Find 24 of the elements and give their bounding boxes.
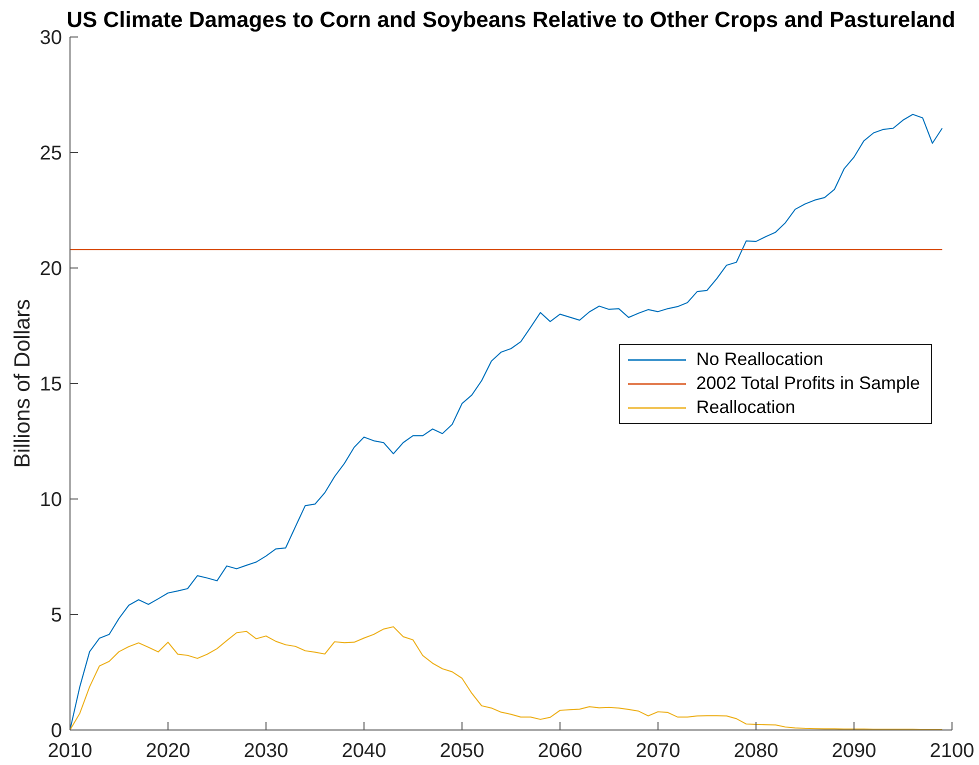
x-tick-label: 2030	[244, 740, 288, 762]
x-tick-label: 2010	[48, 740, 92, 762]
chart-title: US Climate Damages to Corn and Soybeans Relative to Other Crops and Pastureland	[66, 7, 956, 32]
y-tick-label: 0	[50, 720, 62, 742]
line-series	[70, 114, 943, 730]
y-tick-label: 10	[40, 489, 62, 511]
line-series	[70, 626, 943, 730]
y-tick-label: 30	[40, 27, 62, 49]
legend-label: No Reallocation	[696, 349, 824, 370]
y-tick-label: 15	[40, 374, 62, 396]
legend-label: Reallocation	[696, 397, 796, 418]
x-tick-label: 2070	[636, 740, 680, 762]
legend-label: 2002 Total Profits in Sample	[696, 373, 920, 394]
x-tick-label: 2040	[342, 740, 386, 762]
x-tick-label: 2060	[538, 740, 582, 762]
x-tick-label: 2090	[832, 740, 876, 762]
x-tick-label: 2100	[930, 740, 974, 762]
y-tick-label: 25	[40, 142, 62, 164]
x-tick-label: 2020	[146, 740, 190, 762]
y-tick-label: 20	[40, 258, 62, 280]
y-axis-title: Billions of Dollars	[10, 299, 35, 468]
y-tick-label: 5	[50, 604, 62, 626]
x-tick-label: 2080	[734, 740, 778, 762]
x-tick-label: 2050	[440, 740, 484, 762]
